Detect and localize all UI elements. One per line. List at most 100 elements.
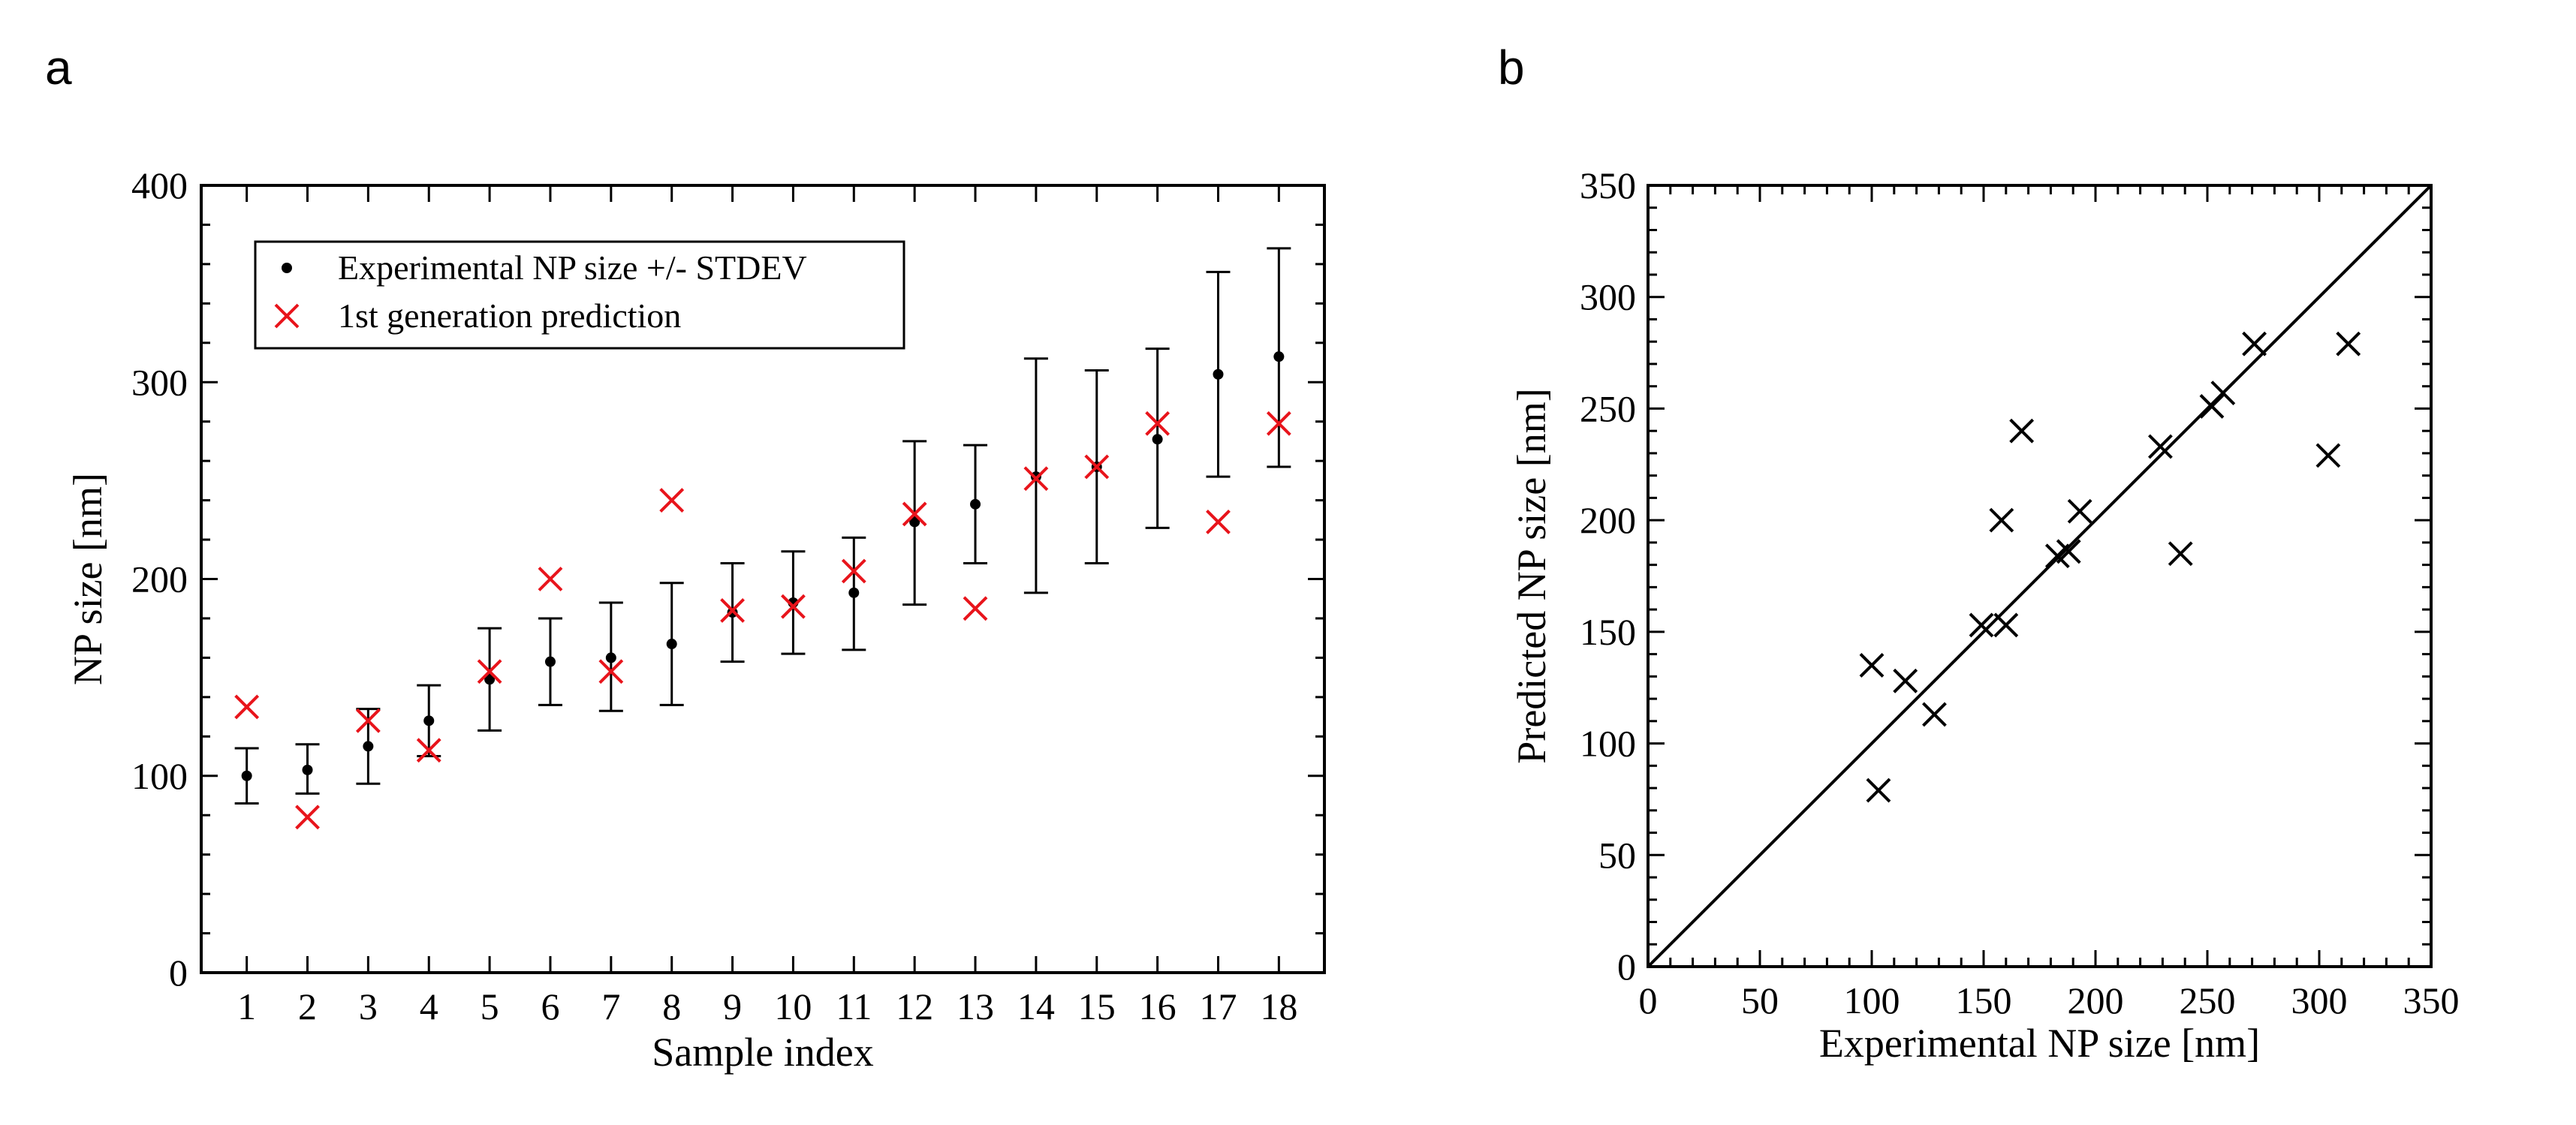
legend-marker-prediction (274, 303, 300, 329)
prediction-marker (1266, 411, 1291, 436)
y-tick-label-a: 100 (131, 755, 188, 797)
prediction-marker (234, 694, 260, 720)
scatter-point (1859, 653, 1885, 678)
y-tick-label-b: 0 (1617, 946, 1636, 988)
experimental-dot (363, 741, 374, 752)
prediction-marker (841, 558, 866, 584)
y-tick-label-b: 250 (1580, 387, 1636, 429)
scatter-point-stroke-2 (1922, 702, 1947, 727)
scatter-point-stroke-2 (2168, 541, 2193, 567)
scatter-point (1893, 668, 1918, 693)
scatter-point-stroke-2 (2242, 331, 2267, 356)
prediction-marker (538, 567, 563, 591)
identity-line (1647, 184, 2433, 968)
prediction-marker (902, 501, 927, 527)
scatter-point-stroke-2 (2056, 539, 2081, 564)
prediction-marker-stroke-2 (477, 659, 502, 684)
data-point-experimental (598, 601, 623, 712)
prediction-marker (720, 598, 745, 623)
prediction-marker-stroke-2 (355, 708, 381, 733)
experimental-dot (302, 764, 313, 775)
x-axis-label-a: Sample index (652, 1030, 873, 1075)
prediction-marker-stroke-2 (1023, 466, 1049, 492)
x-tick-label-a: 6 (541, 985, 559, 1027)
prediction-marker-stroke-2 (1266, 411, 1291, 436)
x-tick-label-a: 18 (1260, 985, 1297, 1027)
prediction-marker (416, 738, 441, 763)
y-axis-label-a: NP size [nm] (65, 473, 110, 685)
prediction-marker (1206, 510, 1231, 534)
data-point-experimental (1267, 247, 1291, 468)
panel-label-a: a (45, 41, 72, 95)
x-tick-label-a: 7 (601, 985, 620, 1027)
x-tick-label-a: 10 (774, 985, 812, 1027)
legend-frame (254, 240, 905, 350)
x-axis-label-b: Experimental NP size [nm] (1819, 1021, 2260, 1066)
data-point-experimental (902, 440, 927, 606)
y-tick-label-a: 0 (169, 952, 188, 994)
data-point-experimental (963, 444, 988, 565)
experimental-dot (909, 516, 920, 528)
panel-label-b: b (1498, 41, 1525, 95)
scatter-point (2242, 331, 2267, 356)
scatter-point (2056, 539, 2081, 564)
experimental-dot (970, 498, 981, 510)
x-tick-label-a: 3 (359, 985, 378, 1027)
legend-label-prediction: 1st generation prediction (338, 296, 681, 335)
prediction-marker (1084, 454, 1110, 480)
x-tick-label-a: 1 (237, 985, 256, 1027)
scatter-point (1969, 612, 1994, 638)
x-tick-label-a: 5 (481, 985, 499, 1027)
prediction-marker-stroke-2 (1145, 411, 1170, 436)
prediction-marker (1023, 466, 1049, 492)
x-tick-label-a: 12 (896, 985, 933, 1027)
prediction-marker-stroke-2 (720, 598, 745, 623)
prediction-marker (355, 708, 381, 733)
prediction-marker (477, 659, 502, 684)
data-point-experimental (842, 536, 866, 651)
x-tick-label-b: 300 (2291, 979, 2348, 1021)
scatter-point-stroke-2 (1993, 612, 2019, 638)
prediction-marker-stroke-2 (1206, 510, 1231, 534)
x-tick-label-b: 250 (2180, 979, 2236, 1021)
scatter-point-stroke-2 (2067, 498, 2092, 524)
prediction-marker (295, 805, 320, 830)
data-point-experimental (234, 747, 259, 805)
scatter-point (1866, 778, 1891, 803)
y-tick-label-b: 100 (1580, 723, 1636, 765)
x-tick-label-b: 0 (1639, 979, 1658, 1021)
scatter-point-stroke-2 (2315, 443, 2341, 468)
y-tick-label-b: 200 (1580, 499, 1636, 541)
experimental-dot (423, 715, 435, 726)
x-tick-label-a: 13 (957, 985, 994, 1027)
prediction-marker-stroke-2 (598, 659, 624, 684)
scatter-point-stroke-2 (2336, 331, 2361, 356)
scatter-point-stroke-2 (2199, 394, 2225, 419)
data-point-experimental (659, 582, 684, 706)
experimental-dot (484, 674, 496, 685)
prediction-marker-stroke-2 (781, 594, 806, 619)
experimental-dot (1273, 351, 1285, 362)
y-tick-label-a: 400 (131, 164, 188, 206)
legend-a: Experimental NP size +/- STDEV 1st genera… (254, 240, 905, 350)
scatter-point-stroke-2 (2210, 381, 2236, 406)
legend-label-experimental: Experimental NP size +/- STDEV (338, 248, 807, 287)
prediction-marker (659, 488, 685, 513)
prediction-marker-stroke-2 (1084, 454, 1110, 480)
scatter-point-stroke-2 (1859, 653, 1885, 678)
x-tick-label-b: 150 (1956, 979, 2012, 1021)
scatter-point-stroke-2 (1893, 668, 1918, 693)
y-tick-label-a: 200 (131, 558, 188, 600)
experimental-dot (1152, 434, 1163, 445)
x-tick-label-a: 2 (298, 985, 317, 1027)
prediction-marker-stroke-2 (659, 488, 685, 513)
scatter-point (1993, 612, 2019, 638)
y-tick-label-b: 350 (1580, 164, 1636, 206)
data-point-experimental (781, 550, 806, 655)
legend-marker-prediction-stroke-2 (274, 303, 300, 329)
data-point-experimental (478, 627, 502, 732)
prediction-marker-stroke-2 (963, 596, 988, 621)
x-tick-label-a: 11 (836, 985, 872, 1027)
